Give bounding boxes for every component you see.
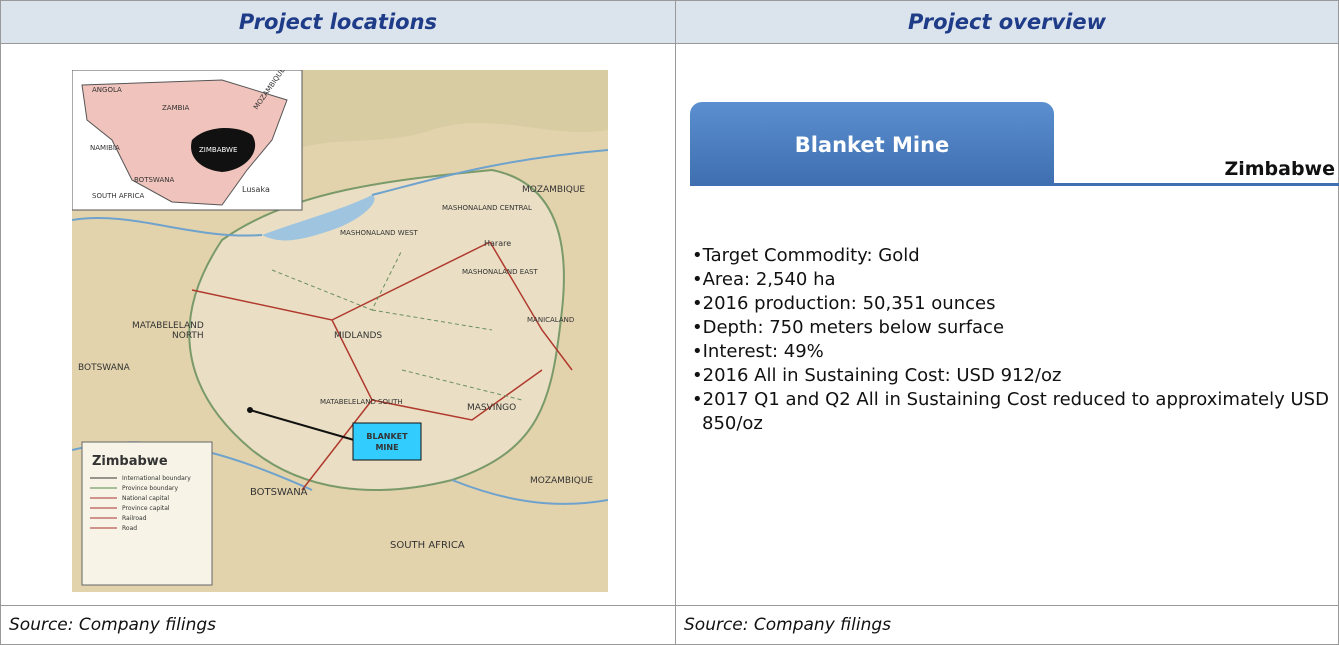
source-left: Source: Company filings	[0, 605, 676, 645]
map-label: MASVINGO	[467, 403, 516, 413]
bullet: •Interest: 49%	[692, 340, 1332, 364]
mine-location	[247, 407, 253, 413]
inset-label: ZIMBABWE	[199, 146, 237, 154]
legend-item: Province capital	[122, 505, 170, 512]
inset-label: NAMIBIA	[90, 144, 120, 152]
bullet: •2017 Q1 and Q2 All in Sustaining Cost r…	[692, 388, 1332, 436]
inset-label: ZAMBIA	[162, 104, 189, 112]
country: Zimbabwe	[1224, 158, 1335, 180]
bullet: •2016 All in Sustaining Cost: USD 912/oz	[692, 364, 1332, 388]
legend-item: International boundary	[122, 475, 191, 482]
legend-item: Railroad	[122, 515, 147, 522]
bullet: •2016 production: 50,351 ounces	[692, 292, 1332, 316]
map-label: BOTSWANA	[250, 487, 308, 498]
callout-box	[353, 423, 421, 460]
map-label: MASHONALAND EAST	[462, 268, 538, 276]
map-label: MOZAMBIQUE	[530, 476, 593, 486]
callout-label: BLANKET	[366, 432, 408, 441]
tab-rule	[690, 183, 1339, 186]
map-label: MASHONALAND CENTRAL	[442, 204, 532, 212]
inset-label: SOUTH AFRICA	[92, 192, 144, 200]
map-label: MATABELELAND SOUTH	[320, 398, 403, 406]
map-label: MOZAMBIQUE	[522, 185, 585, 195]
source-right: Source: Company filings	[675, 605, 1339, 645]
map-label: MATABELELAND	[132, 321, 204, 331]
legend-item: Road	[122, 525, 137, 532]
map: ANGOLA ZAMBIA NAMIBIA ZIMBABWE MOZAMBIQUE BOT…	[72, 70, 608, 592]
map-label: MIDLANDS	[334, 331, 382, 341]
bullet: •Depth: 750 meters below surface	[692, 316, 1332, 340]
map-label: MASHONALAND WEST	[340, 229, 419, 237]
map-label: BOTSWANA	[78, 363, 131, 373]
inset-label: BOTSWANA	[134, 176, 174, 184]
bullet: •Target Commodity: Gold	[692, 244, 1332, 268]
map-label: Harare	[484, 239, 511, 248]
map-label: SOUTH AFRICA	[390, 540, 465, 551]
legend-title: Zimbabwe	[92, 454, 168, 469]
bullet: •Area: 2,540 ha	[692, 268, 1332, 292]
header-left: Project locations	[0, 0, 676, 44]
map-label: Lusaka	[242, 185, 270, 194]
inset-label: ANGOLA	[92, 86, 122, 94]
header-right: Project overview	[675, 0, 1339, 44]
bullet-list: •Target Commodity: Gold•Area: 2,540 ha•2…	[692, 244, 1332, 436]
map-label: MANICALAND	[527, 316, 574, 324]
map-label: NORTH	[172, 331, 204, 341]
legend-item: Province boundary	[122, 485, 178, 492]
legend-item: National capital	[122, 495, 169, 502]
page: Project locations Project overview Sourc…	[0, 0, 1339, 645]
tab: Blanket Mine	[690, 102, 1054, 184]
callout-label: MINE	[375, 443, 398, 452]
